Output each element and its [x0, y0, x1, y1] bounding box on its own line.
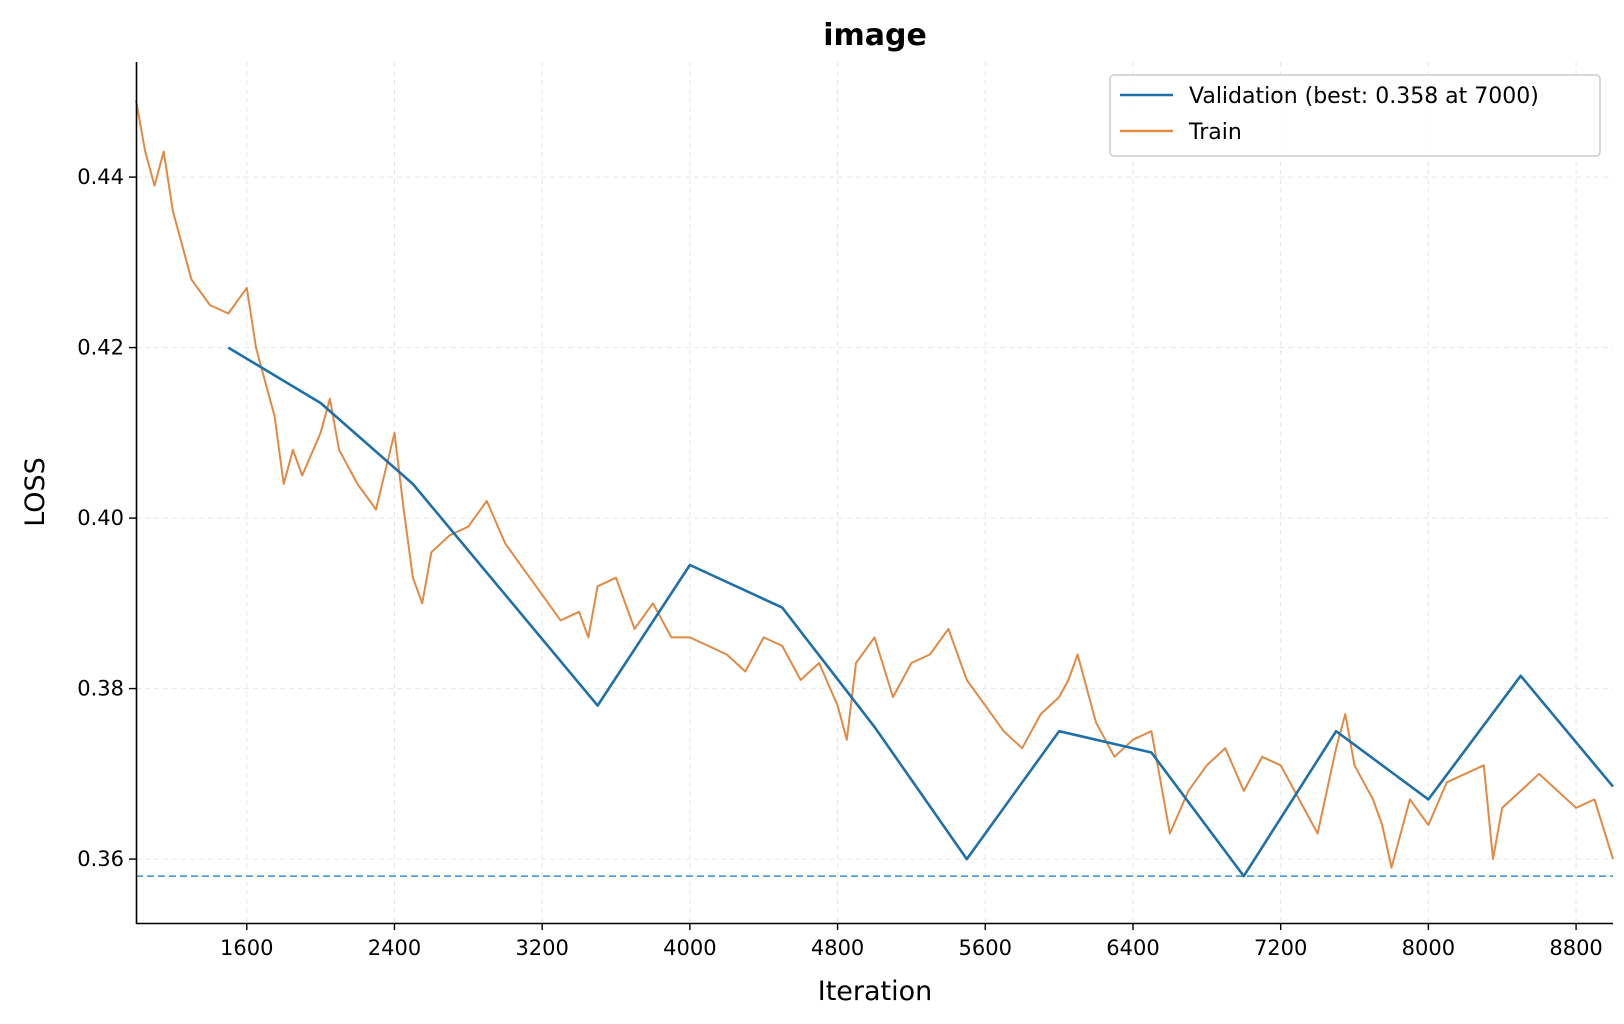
y-tick-label: 0.42 [77, 336, 124, 360]
x-tick-label: 7200 [1254, 936, 1307, 960]
x-tick-label: 6400 [1106, 936, 1159, 960]
x-tick-label: 5600 [959, 936, 1012, 960]
grid-lines [136, 62, 1613, 923]
x-tick-label: 4000 [663, 936, 716, 960]
y-tick-label: 0.44 [77, 165, 124, 189]
y-ticks: 0.36 0.38 0.40 0.42 0.44 [77, 165, 136, 871]
x-tick-label: 2400 [368, 936, 421, 960]
legend-label-train: Train [1188, 120, 1242, 145]
y-tick-label: 0.40 [77, 506, 124, 530]
x-ticks: 1600 2400 3200 4000 4800 5600 6400 7200 8000 8800 [220, 923, 1603, 960]
x-tick-label: 3200 [515, 936, 568, 960]
legend-label-validation: Validation (best: 0.358 at 7000) [1189, 84, 1539, 109]
legend: Validation (best: 0.358 at 7000) Train [1109, 74, 1601, 157]
axes [135, 62, 1613, 925]
train-series-line [135, 100, 1614, 869]
validation-series-line [227, 346, 1614, 878]
x-tick-label: 8800 [1549, 936, 1602, 960]
series-layer [135, 100, 1614, 878]
x-axis-label: Iteration [818, 976, 933, 1007]
chart-title: image [823, 18, 927, 53]
y-tick-label: 0.36 [77, 847, 124, 871]
x-tick-label: 8000 [1402, 936, 1455, 960]
y-tick-label: 0.38 [77, 677, 124, 701]
x-tick-label: 1600 [220, 936, 273, 960]
legend-box [1109, 74, 1601, 157]
y-axis-label: LOSS [20, 457, 51, 527]
x-tick-label: 4800 [811, 936, 864, 960]
